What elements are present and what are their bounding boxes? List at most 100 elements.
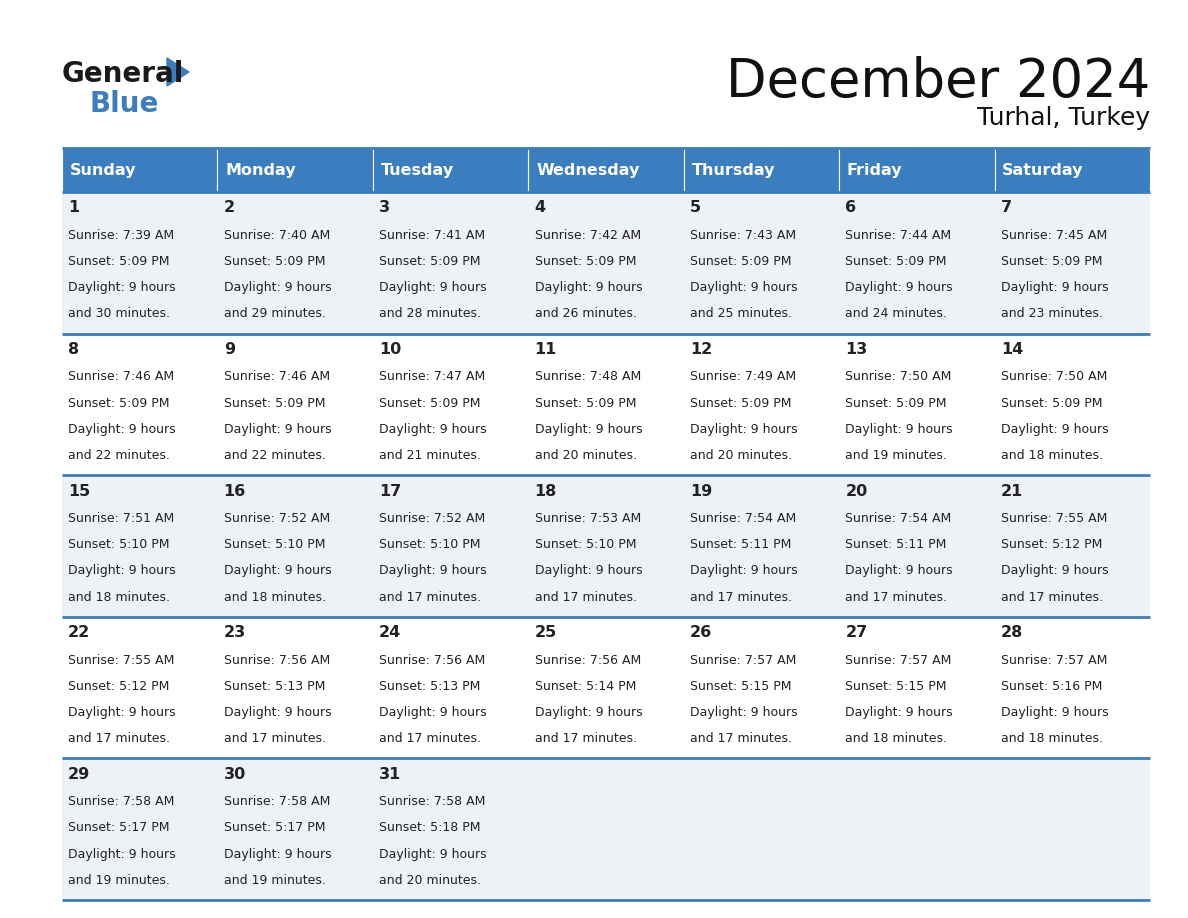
Text: 15: 15 — [68, 484, 90, 498]
Bar — [839, 476, 994, 617]
Text: 9: 9 — [223, 342, 235, 357]
Bar — [373, 758, 529, 900]
Text: 16: 16 — [223, 484, 246, 498]
Text: and 18 minutes.: and 18 minutes. — [223, 590, 326, 604]
Text: and 17 minutes.: and 17 minutes. — [1000, 590, 1102, 604]
Text: Sunrise: 7:50 AM: Sunrise: 7:50 AM — [846, 371, 952, 384]
Bar — [684, 192, 839, 333]
Bar — [994, 333, 1150, 476]
Bar — [994, 476, 1150, 617]
Text: Daylight: 9 hours: Daylight: 9 hours — [690, 706, 797, 719]
Text: Sunrise: 7:43 AM: Sunrise: 7:43 AM — [690, 229, 796, 241]
Text: and 21 minutes.: and 21 minutes. — [379, 449, 481, 462]
Text: Sunrise: 7:40 AM: Sunrise: 7:40 AM — [223, 229, 330, 241]
Text: Sunrise: 7:46 AM: Sunrise: 7:46 AM — [68, 371, 175, 384]
Bar — [994, 617, 1150, 758]
Text: Sunrise: 7:54 AM: Sunrise: 7:54 AM — [690, 512, 796, 525]
Text: Monday: Monday — [226, 162, 296, 177]
Text: and 17 minutes.: and 17 minutes. — [223, 733, 326, 745]
Text: and 25 minutes.: and 25 minutes. — [690, 308, 792, 320]
Bar — [994, 758, 1150, 900]
Text: 19: 19 — [690, 484, 712, 498]
Text: and 28 minutes.: and 28 minutes. — [379, 308, 481, 320]
Text: and 17 minutes.: and 17 minutes. — [379, 733, 481, 745]
Bar — [529, 758, 684, 900]
Text: 12: 12 — [690, 342, 712, 357]
Text: and 29 minutes.: and 29 minutes. — [223, 308, 326, 320]
Text: Sunrise: 7:56 AM: Sunrise: 7:56 AM — [223, 654, 330, 666]
Bar — [217, 617, 373, 758]
Text: 7: 7 — [1000, 200, 1012, 216]
Text: Sunrise: 7:58 AM: Sunrise: 7:58 AM — [379, 795, 486, 808]
Text: Daylight: 9 hours: Daylight: 9 hours — [846, 565, 953, 577]
Text: 22: 22 — [68, 625, 90, 640]
Text: Sunrise: 7:58 AM: Sunrise: 7:58 AM — [68, 795, 175, 808]
Text: and 18 minutes.: and 18 minutes. — [1000, 733, 1102, 745]
Text: and 17 minutes.: and 17 minutes. — [690, 590, 792, 604]
Text: and 24 minutes.: and 24 minutes. — [846, 308, 947, 320]
Text: and 26 minutes.: and 26 minutes. — [535, 308, 637, 320]
Bar — [217, 333, 373, 476]
Text: Sunrise: 7:51 AM: Sunrise: 7:51 AM — [68, 512, 175, 525]
Text: and 17 minutes.: and 17 minutes. — [379, 590, 481, 604]
Text: Sunset: 5:18 PM: Sunset: 5:18 PM — [379, 822, 481, 834]
Text: Sunset: 5:09 PM: Sunset: 5:09 PM — [223, 397, 326, 409]
Text: Saturday: Saturday — [1003, 162, 1083, 177]
Bar — [62, 617, 217, 758]
Text: Sunset: 5:12 PM: Sunset: 5:12 PM — [68, 680, 170, 693]
Text: Daylight: 9 hours: Daylight: 9 hours — [223, 423, 331, 436]
Text: Sunset: 5:09 PM: Sunset: 5:09 PM — [846, 397, 947, 409]
Text: Daylight: 9 hours: Daylight: 9 hours — [68, 706, 176, 719]
Text: Daylight: 9 hours: Daylight: 9 hours — [1000, 565, 1108, 577]
Text: 28: 28 — [1000, 625, 1023, 640]
Text: Daylight: 9 hours: Daylight: 9 hours — [379, 706, 487, 719]
Text: 8: 8 — [68, 342, 80, 357]
Text: 1: 1 — [68, 200, 80, 216]
Bar — [839, 617, 994, 758]
Bar — [684, 148, 839, 192]
Bar — [684, 333, 839, 476]
Text: General: General — [62, 60, 184, 88]
Text: and 18 minutes.: and 18 minutes. — [68, 590, 170, 604]
Text: Sunset: 5:11 PM: Sunset: 5:11 PM — [846, 538, 947, 551]
Text: 29: 29 — [68, 767, 90, 782]
Text: Sunset: 5:09 PM: Sunset: 5:09 PM — [379, 397, 481, 409]
Bar — [217, 758, 373, 900]
Text: Friday: Friday — [847, 162, 903, 177]
Text: Sunset: 5:17 PM: Sunset: 5:17 PM — [68, 822, 170, 834]
Text: 23: 23 — [223, 625, 246, 640]
Text: Daylight: 9 hours: Daylight: 9 hours — [535, 565, 643, 577]
Text: and 19 minutes.: and 19 minutes. — [223, 874, 326, 887]
Text: Sunrise: 7:49 AM: Sunrise: 7:49 AM — [690, 371, 796, 384]
Text: Daylight: 9 hours: Daylight: 9 hours — [379, 281, 487, 294]
Text: and 17 minutes.: and 17 minutes. — [846, 590, 947, 604]
Text: Daylight: 9 hours: Daylight: 9 hours — [535, 281, 643, 294]
Text: Sunset: 5:09 PM: Sunset: 5:09 PM — [690, 397, 791, 409]
Bar — [62, 192, 217, 333]
Text: Daylight: 9 hours: Daylight: 9 hours — [379, 847, 487, 860]
Text: Sunrise: 7:52 AM: Sunrise: 7:52 AM — [379, 512, 486, 525]
Text: Daylight: 9 hours: Daylight: 9 hours — [690, 565, 797, 577]
Text: Sunrise: 7:55 AM: Sunrise: 7:55 AM — [68, 654, 175, 666]
Text: 25: 25 — [535, 625, 557, 640]
Text: Sunrise: 7:54 AM: Sunrise: 7:54 AM — [846, 512, 952, 525]
Text: and 20 minutes.: and 20 minutes. — [690, 449, 792, 462]
Bar — [217, 192, 373, 333]
Text: Sunrise: 7:44 AM: Sunrise: 7:44 AM — [846, 229, 952, 241]
Text: Daylight: 9 hours: Daylight: 9 hours — [1000, 706, 1108, 719]
Text: Sunset: 5:09 PM: Sunset: 5:09 PM — [535, 255, 636, 268]
Bar — [684, 758, 839, 900]
Text: 17: 17 — [379, 484, 402, 498]
Text: Daylight: 9 hours: Daylight: 9 hours — [223, 706, 331, 719]
Text: 18: 18 — [535, 484, 557, 498]
Text: Blue: Blue — [90, 90, 159, 118]
Polygon shape — [168, 58, 189, 86]
Text: Sunset: 5:09 PM: Sunset: 5:09 PM — [535, 397, 636, 409]
Text: Daylight: 9 hours: Daylight: 9 hours — [379, 565, 487, 577]
Text: and 17 minutes.: and 17 minutes. — [690, 733, 792, 745]
Bar — [684, 476, 839, 617]
Text: Daylight: 9 hours: Daylight: 9 hours — [68, 565, 176, 577]
Bar — [62, 758, 217, 900]
Text: 14: 14 — [1000, 342, 1023, 357]
Text: Daylight: 9 hours: Daylight: 9 hours — [379, 423, 487, 436]
